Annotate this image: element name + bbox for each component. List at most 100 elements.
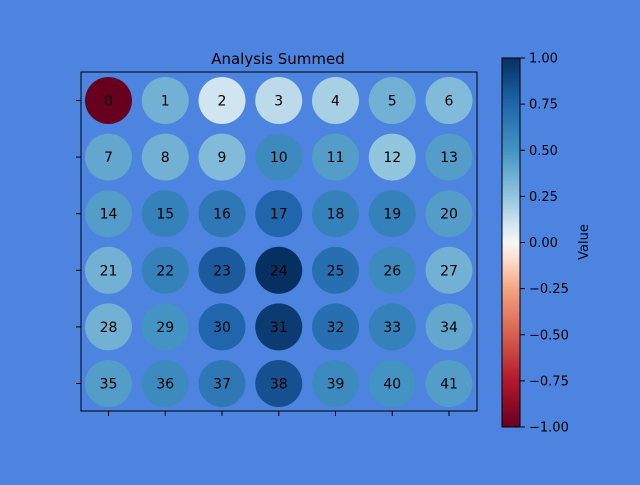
cell-label-3: 3 bbox=[274, 94, 283, 110]
cell-label-40: 40 bbox=[383, 377, 401, 393]
cell-marker-1 bbox=[141, 77, 189, 124]
cell-marker-5 bbox=[368, 77, 416, 124]
colorbar-tick-label: −0.75 bbox=[529, 374, 569, 389]
cell-label-12: 12 bbox=[383, 150, 401, 166]
cell-marker-22 bbox=[141, 246, 189, 294]
cell-label-5: 5 bbox=[388, 94, 397, 110]
cell-marker-6 bbox=[425, 77, 473, 124]
cell-label-16: 16 bbox=[213, 207, 231, 223]
cell-marker-15 bbox=[141, 190, 189, 238]
cell-marker-19 bbox=[368, 190, 416, 238]
cell-marker-32 bbox=[312, 303, 359, 351]
cell-label-28: 28 bbox=[100, 320, 118, 336]
cell-label-1: 1 bbox=[161, 94, 170, 110]
cell-marker-23 bbox=[198, 246, 246, 294]
cell-label-32: 32 bbox=[327, 320, 345, 336]
cell-marker-11 bbox=[312, 133, 359, 181]
colorbar-tick-label: 0.25 bbox=[529, 190, 558, 205]
cell-label-19: 19 bbox=[383, 207, 401, 223]
cell-marker-28 bbox=[85, 303, 132, 351]
cell-marker-7 bbox=[85, 133, 132, 181]
cell-label-2: 2 bbox=[218, 94, 227, 110]
cell-label-10: 10 bbox=[270, 150, 288, 166]
cell-marker-13 bbox=[425, 133, 473, 181]
cell-label-35: 35 bbox=[100, 377, 118, 393]
cell-marker-25 bbox=[312, 246, 359, 294]
cell-marker-9 bbox=[198, 133, 246, 181]
cell-label-23: 23 bbox=[213, 263, 231, 279]
cell-label-30: 30 bbox=[213, 320, 231, 336]
cell-label-4: 4 bbox=[331, 94, 340, 110]
cell-label-13: 13 bbox=[440, 150, 458, 166]
cell-label-0: 0 bbox=[104, 94, 113, 110]
chart-title: Analysis Summed bbox=[211, 50, 345, 68]
cell-marker-37 bbox=[198, 360, 246, 407]
cell-label-7: 7 bbox=[104, 150, 113, 166]
cell-label-25: 25 bbox=[327, 263, 345, 279]
cell-label-20: 20 bbox=[440, 207, 458, 223]
cell-marker-17 bbox=[255, 190, 303, 238]
plot-area bbox=[80, 71, 478, 412]
cell-marker-31 bbox=[255, 303, 303, 351]
cell-marker-4 bbox=[312, 77, 359, 124]
cell-label-15: 15 bbox=[156, 207, 174, 223]
colorbar-tick-label: −1.00 bbox=[529, 421, 569, 436]
colorbar-tick-label: −0.50 bbox=[529, 328, 569, 343]
cell-marker-0 bbox=[85, 77, 132, 124]
cell-marker-24 bbox=[255, 246, 303, 294]
cell-label-33: 33 bbox=[383, 320, 401, 336]
cell-marker-30 bbox=[198, 303, 246, 351]
cell-label-29: 29 bbox=[156, 320, 174, 336]
cell-label-41: 41 bbox=[440, 377, 458, 393]
colorbar-tick-label: −0.25 bbox=[529, 282, 569, 297]
cell-marker-21 bbox=[85, 246, 132, 294]
cell-label-8: 8 bbox=[161, 150, 170, 166]
cell-label-17: 17 bbox=[270, 207, 288, 223]
cell-marker-38 bbox=[255, 360, 303, 407]
colorbar-label: Value bbox=[577, 224, 592, 260]
colorbar bbox=[501, 57, 521, 428]
y-ticks bbox=[76, 100, 81, 384]
cell-marker-10 bbox=[255, 133, 303, 181]
cell-label-27: 27 bbox=[440, 263, 458, 279]
colorbar-tick-label: 0.75 bbox=[529, 98, 558, 113]
x-ticks bbox=[108, 411, 450, 416]
cell-marker-34 bbox=[425, 303, 473, 351]
cell-label-36: 36 bbox=[156, 377, 174, 393]
cell-marker-40 bbox=[368, 360, 416, 407]
cell-label-21: 21 bbox=[100, 263, 118, 279]
cell-label-31: 31 bbox=[270, 320, 288, 336]
cell-marker-8 bbox=[141, 133, 189, 181]
cell-label-26: 26 bbox=[383, 263, 401, 279]
cell-marker-33 bbox=[368, 303, 416, 351]
cell-marker-36 bbox=[141, 360, 189, 407]
cell-marker-39 bbox=[312, 360, 359, 407]
cell-label-24: 24 bbox=[270, 263, 288, 279]
cell-label-14: 14 bbox=[100, 207, 118, 223]
cell-label-38: 38 bbox=[270, 377, 288, 393]
colorbar-tick-label: 0.50 bbox=[529, 144, 558, 159]
cell-marker-29 bbox=[141, 303, 189, 351]
cell-marker-41 bbox=[425, 360, 473, 407]
cell-label-39: 39 bbox=[327, 377, 345, 393]
cell-marker-14 bbox=[85, 190, 132, 238]
cell-label-6: 6 bbox=[445, 94, 454, 110]
cell-label-34: 34 bbox=[440, 320, 458, 336]
cell-label-9: 9 bbox=[218, 150, 227, 166]
cell-label-37: 37 bbox=[213, 377, 231, 393]
cell-marker-27 bbox=[425, 246, 473, 294]
cell-label-18: 18 bbox=[327, 207, 345, 223]
cell-marker-3 bbox=[255, 77, 303, 124]
cell-marker-16 bbox=[198, 190, 246, 238]
cell-marker-26 bbox=[368, 246, 416, 294]
cell-marker-35 bbox=[85, 360, 132, 407]
cell-marker-12 bbox=[368, 133, 416, 181]
colorbar-ticks: −1.00 −0.75 −0.50 −0.25 0.00 0.25 0.50 0.75 1.00 bbox=[520, 52, 569, 436]
cell-marker-20 bbox=[425, 190, 473, 238]
cell-marker-2 bbox=[198, 77, 246, 124]
cell-label-22: 22 bbox=[156, 263, 174, 279]
cell-marker-18 bbox=[312, 190, 359, 238]
